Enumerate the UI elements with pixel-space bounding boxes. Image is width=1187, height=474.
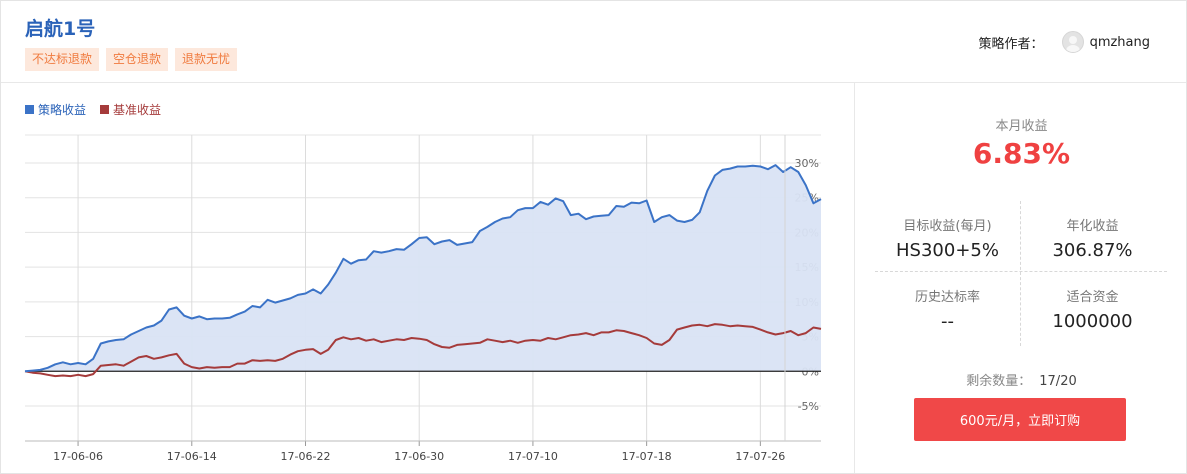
annual-return-stat: 年化收益 306.87% [1020,215,1165,261]
target-return-stat: 目标收益(每月) HS300+5% [875,215,1020,261]
x-tick-label: 17-06-30 [394,450,444,463]
avatar[interactable] [1061,31,1084,53]
y-tick-label: -5% [798,400,819,413]
returns-chart: 30%25%20%15%10%5%0%-5%17-06-0617-06-1417… [24,134,822,463]
annual-return-value: 306.87% [1052,240,1133,261]
capital-value: 1000000 [1052,311,1133,332]
legend-benchmark[interactable]: 基准收益 [100,101,161,118]
history-rate-stat: 历史达标率 -- [875,286,1020,332]
y-tick-label: 30% [795,157,819,170]
legend-benchmark-swatch [100,105,110,114]
capital-stat: 适合资金 1000000 [1020,286,1165,332]
subscribe-button[interactable]: 600元/月，立即订购 [914,398,1126,441]
capital-label: 适合资金 [1066,290,1119,305]
legend-strategy[interactable]: 策略收益 [25,101,86,118]
tag-refund-worry-free: 退款无忧 [175,48,238,71]
stats-vertical-divider [1020,201,1021,346]
x-tick-label: 17-06-22 [281,450,331,463]
strategy-title[interactable]: 启航1号 [25,18,96,40]
legend-strategy-label: 策略收益 [38,103,87,117]
author-info: 策略作者： qmzhang [979,31,1150,53]
tag-list: 不达标退款 空仓退款 退款无忧 [25,48,238,71]
x-tick-label: 17-07-10 [508,450,558,463]
benchmark-line [24,323,822,378]
tag-refund-empty: 空仓退款 [106,48,169,71]
strategy-line [24,164,822,373]
x-tick-label: 17-06-06 [53,450,103,463]
stats-panel: 本月收益 6.83% 目标收益(每月) HS300+5% 年化收益 306.87… [854,83,1187,473]
x-tick-label: 17-07-26 [735,450,785,463]
tag-refund-unmet: 不达标退款 [25,48,100,71]
author-label: 策略作者： [978,36,1044,52]
author-name[interactable]: qmzhang [1089,34,1150,50]
x-tick-label: 17-06-14 [167,450,217,463]
x-tick-label: 17-07-18 [622,450,672,463]
chart-legend: 策略收益 基准收益 [25,101,161,118]
annual-return-label: 年化收益 [1066,219,1119,234]
legend-benchmark-label: 基准收益 [113,103,162,117]
remaining-quota: 剩余数量： 17/20 [855,370,1187,389]
target-return-label: 目标收益(每月) [903,219,992,234]
strategy-header: 启航1号 不达标退款 空仓退款 退款无忧 策略作者： qmzhang [1,1,1186,83]
legend-strategy-swatch [25,105,34,114]
target-return-value: HS300+5% [896,240,999,261]
strategy-area [25,165,821,372]
history-rate-label: 历史达标率 [914,290,980,305]
stats-horizontal-divider [875,271,1167,272]
history-rate-value: -- [941,311,954,332]
remaining-label: 剩余数量： [966,374,1032,389]
monthly-return-value: 6.83% [972,137,1071,170]
remaining-value: 17/20 [1039,374,1077,389]
monthly-return-label: 本月收益 [995,119,1048,134]
